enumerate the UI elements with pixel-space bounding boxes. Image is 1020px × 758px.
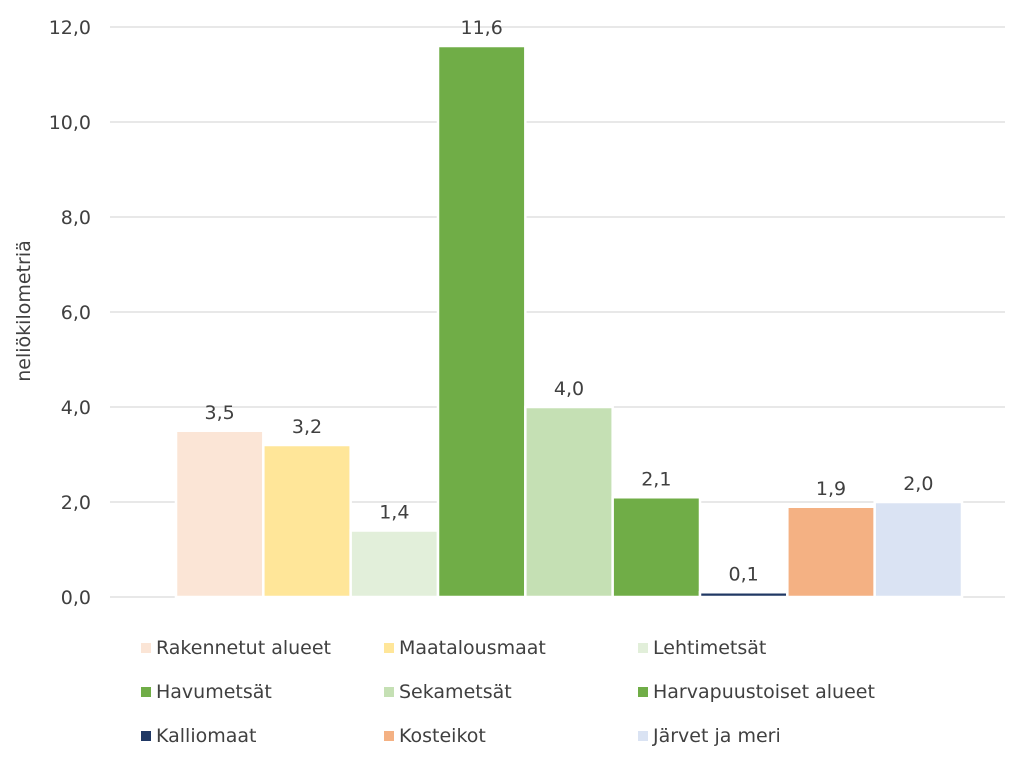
legend-swatch	[383, 642, 395, 654]
legend-item: Harvapuustoiset alueet	[637, 681, 883, 703]
legend-swatch	[383, 686, 395, 698]
data-label: 1,4	[379, 502, 409, 524]
legend-swatch	[637, 686, 649, 698]
data-labels: 3,5 3,2 1,4 11,6 4,0 2,1 0,1 1,9 2,0	[205, 17, 934, 585]
legend-label: Järvet ja meri	[653, 725, 781, 747]
bar	[611, 496, 702, 599]
y-tick-label: 2,0	[61, 492, 91, 514]
legend: Rakennetut alueet Maatalousmaat Lehtimetsä…	[140, 626, 1000, 758]
bar	[698, 591, 789, 599]
legend-swatch	[637, 642, 649, 654]
bar	[262, 443, 352, 599]
legend-item: Järvet ja meri	[637, 725, 883, 747]
legend-item: Havumetsät	[140, 681, 383, 703]
y-tick-label: 8,0	[61, 207, 91, 229]
legend-swatch	[140, 642, 152, 654]
legend-label: Sekametsät	[399, 681, 512, 703]
bar	[349, 529, 440, 599]
legend-label: Kalliomaat	[156, 725, 257, 747]
data-label: 1,9	[816, 478, 846, 500]
legend-label: Rakennetut alueet	[156, 637, 331, 659]
bar	[436, 44, 527, 599]
data-label: 3,5	[205, 402, 235, 424]
bar	[524, 405, 614, 599]
y-tick-label: 0,0	[61, 587, 91, 609]
legend-item: Kalliomaat	[140, 725, 383, 747]
legend-swatch	[140, 686, 152, 698]
legend-label: Havumetsät	[156, 681, 272, 703]
legend-label: Lehtimetsät	[653, 637, 767, 659]
legend-swatch	[140, 730, 152, 742]
y-tick-label: 12,0	[49, 17, 91, 39]
legend-label: Maatalousmaat	[399, 637, 546, 659]
data-label: 4,0	[554, 378, 584, 400]
legend-swatch	[637, 730, 649, 742]
y-axis-ticks: 0,0 2,0 4,0 6,0 8,0 10,0 12,0	[49, 17, 91, 609]
legend-row: Kalliomaat Kosteikot Järvet ja meri	[140, 714, 1000, 758]
data-label: 2,1	[641, 468, 671, 490]
y-tick-label: 10,0	[49, 112, 91, 134]
legend-item: Rakennetut alueet	[140, 637, 383, 659]
bars	[174, 44, 964, 599]
bar	[174, 429, 265, 599]
legend-swatch	[383, 730, 395, 742]
bar	[873, 500, 964, 599]
legend-row: Rakennetut alueet Maatalousmaat Lehtimetsä…	[140, 626, 1000, 670]
data-label: 2,0	[903, 473, 933, 495]
y-axis-label: neliökilometriä	[13, 240, 35, 381]
legend-row: Havumetsät Sekametsät Harvapuustoiset alue…	[140, 670, 1000, 714]
data-label: 0,1	[729, 563, 759, 585]
legend-label: Kosteikot	[399, 725, 486, 747]
legend-item: Sekametsät	[383, 681, 637, 703]
legend-item: Kosteikot	[383, 725, 637, 747]
bar	[786, 505, 876, 599]
data-label: 3,2	[292, 416, 322, 438]
legend-label: Harvapuustoiset alueet	[653, 681, 875, 703]
y-tick-label: 4,0	[61, 397, 91, 419]
data-label: 11,6	[461, 17, 503, 39]
y-tick-label: 6,0	[61, 302, 91, 324]
legend-item: Maatalousmaat	[383, 637, 637, 659]
legend-item: Lehtimetsät	[637, 637, 883, 659]
